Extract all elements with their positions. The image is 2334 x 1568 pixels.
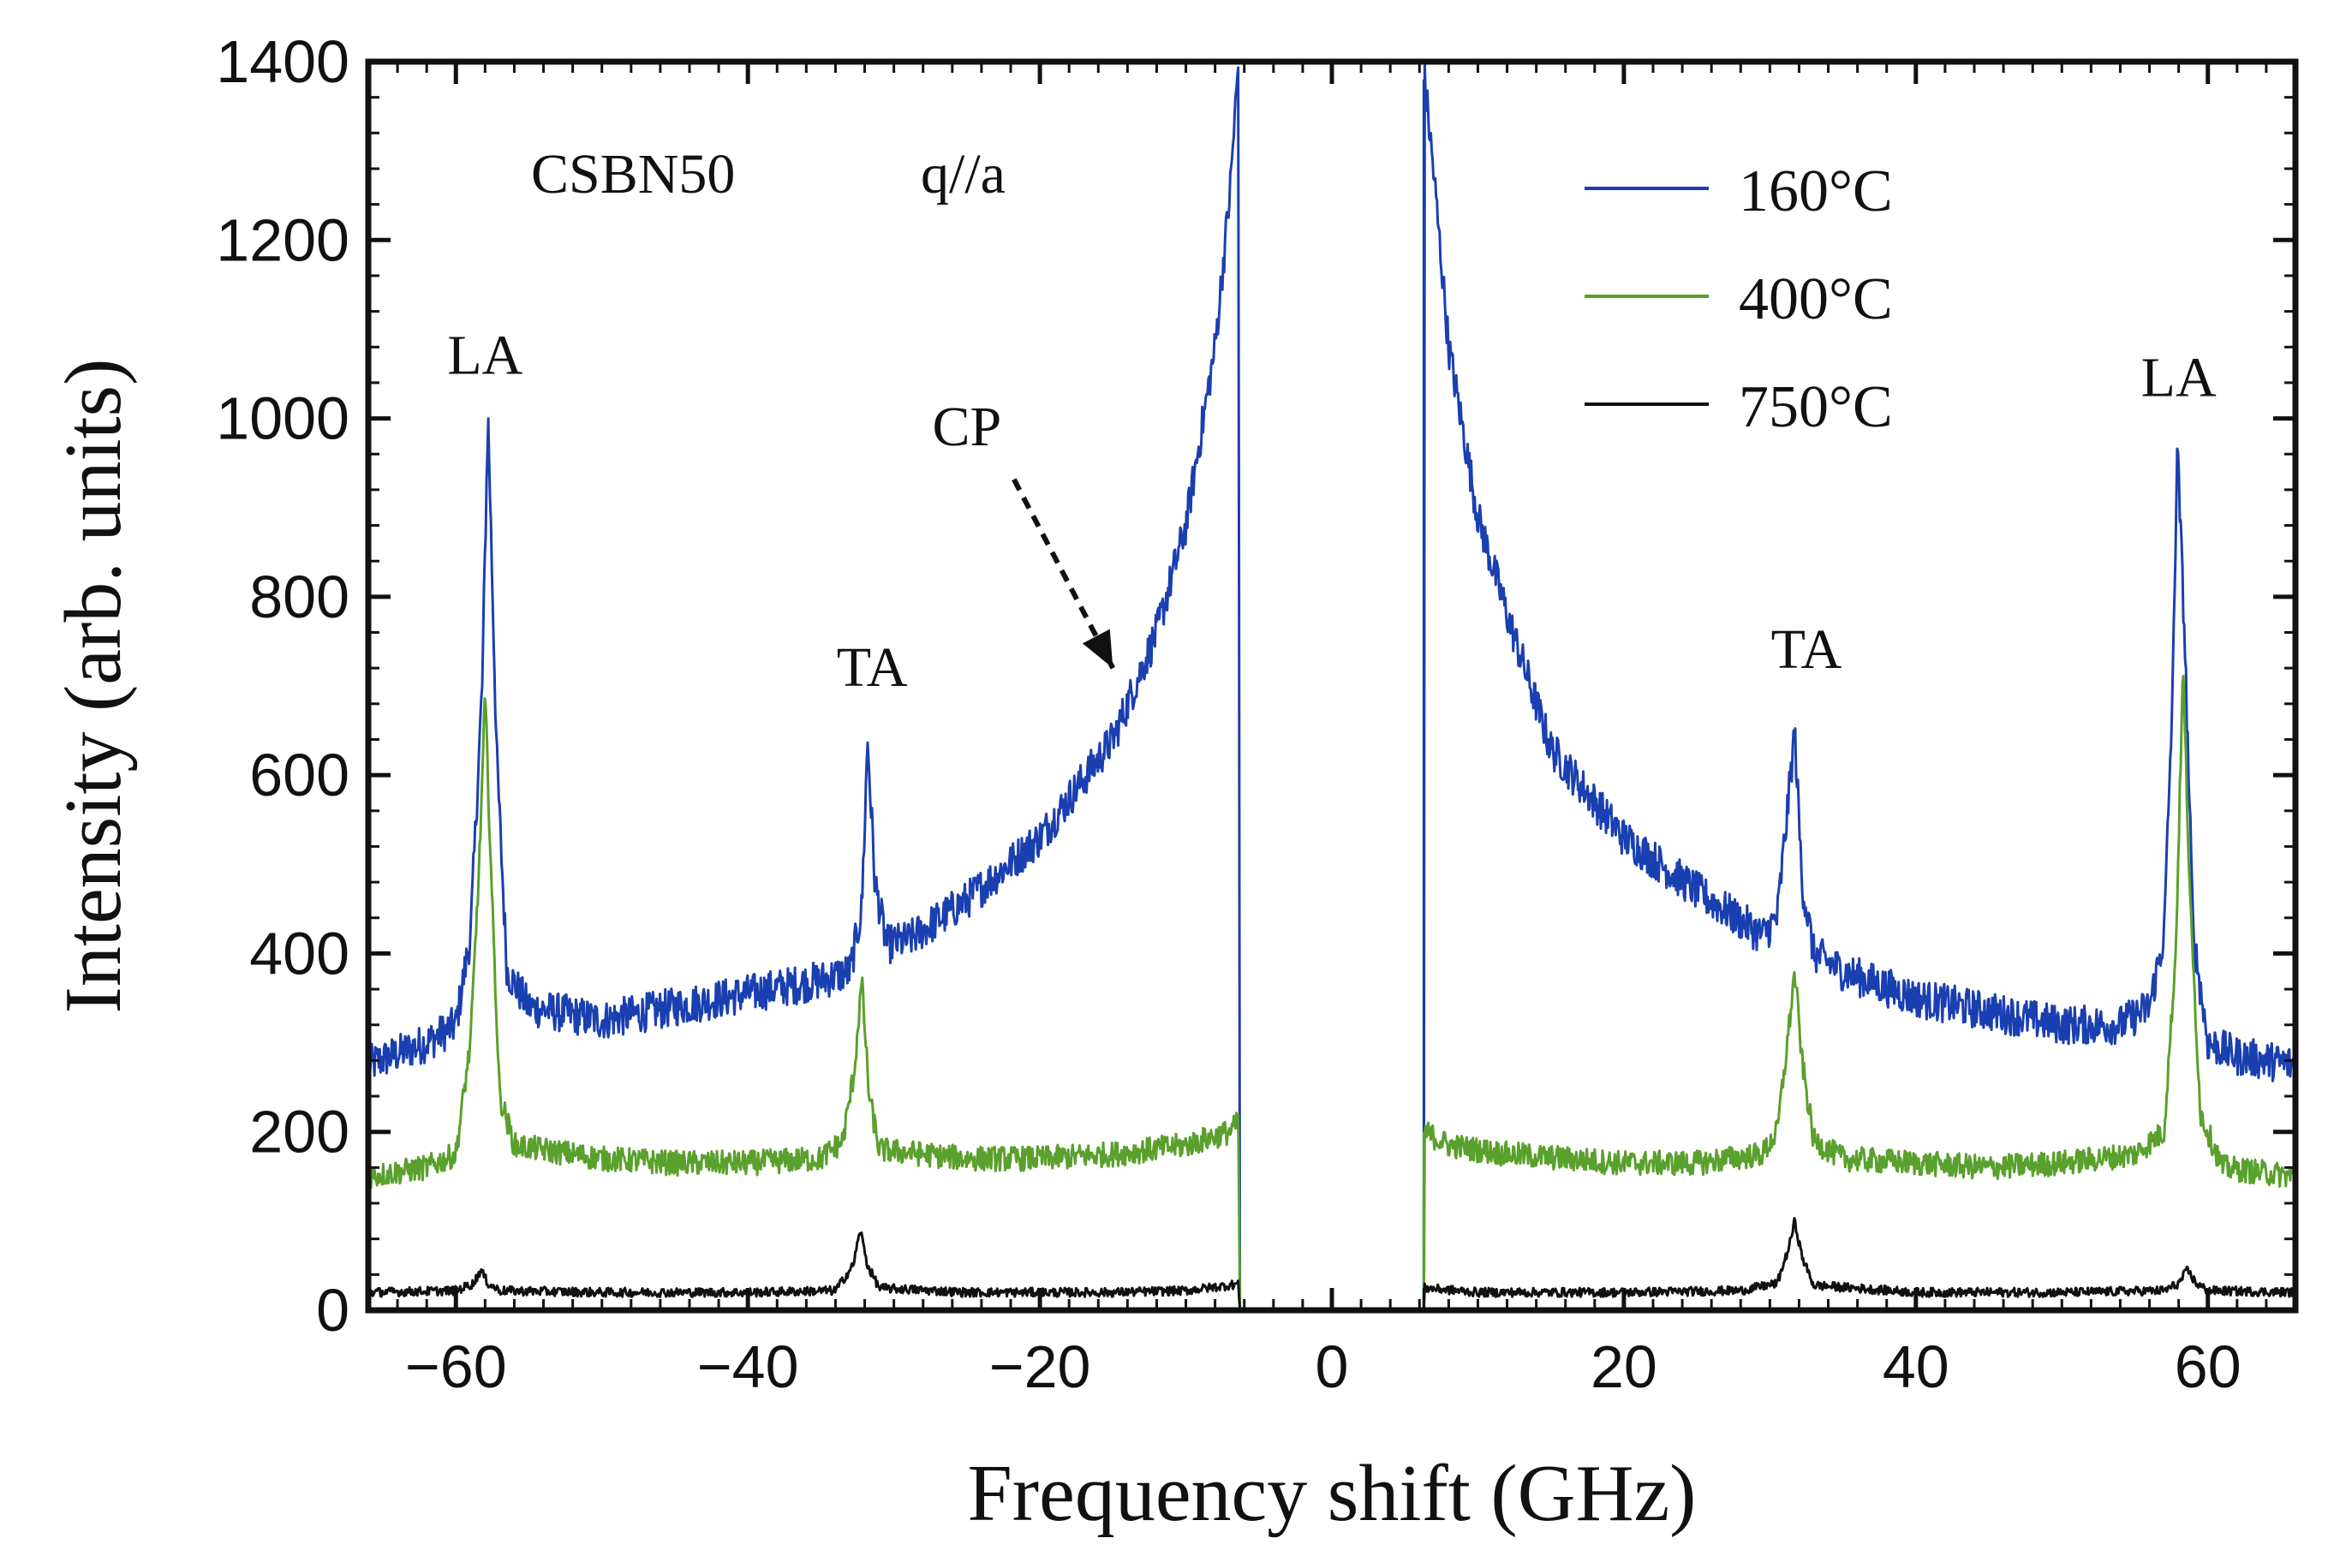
legend-label-3: 750°C — [1739, 374, 1893, 440]
sample-name-label: CSBN50 — [531, 143, 735, 206]
y-tick-label: 1000 — [216, 385, 349, 452]
series-line-2 — [367, 674, 2297, 1311]
y-tick-label: 1400 — [216, 28, 349, 95]
series-line-3 — [367, 1217, 2297, 1311]
peak-label-la: LA — [447, 325, 522, 387]
x-tick-label: −20 — [989, 1333, 1091, 1400]
y-tick-label: 800 — [249, 563, 349, 630]
legend: 160°C 400°C 750°C — [1585, 158, 1893, 440]
peak-label-ta: TA — [837, 636, 908, 699]
ticks — [368, 59, 2295, 1313]
y-tick-label: 400 — [249, 920, 349, 987]
series-line-1 — [367, 63, 2297, 1311]
x-tick-labels: −60 −40 −20 0 20 40 60 — [405, 1333, 2241, 1400]
x-tick-label: 40 — [1883, 1333, 1949, 1400]
y-tick-label: 200 — [249, 1099, 349, 1166]
peak-label-la: LA — [2141, 347, 2217, 409]
y-tick-labels: 0 200 400 600 800 1000 1200 1400 — [216, 28, 349, 1344]
x-axis-title: Frequency shift (GHz) — [968, 1449, 1697, 1538]
legend-label-1: 160°C — [1739, 158, 1893, 224]
plot-frame — [365, 58, 2299, 1314]
y-axis-title: Intensity (arb. units) — [49, 359, 138, 1014]
x-tick-label: −60 — [405, 1333, 507, 1400]
annotations: LA TA CP TA LA — [447, 325, 2217, 700]
y-tick-label: 0 — [316, 1277, 349, 1344]
y-tick-label: 1200 — [216, 206, 349, 273]
y-tick-label: 600 — [249, 742, 349, 808]
legend-label-2: 400°C — [1739, 266, 1893, 332]
peak-label-cp: CP — [932, 396, 1001, 458]
peak-label-ta: TA — [1771, 618, 1842, 681]
cp-arrow-head — [1082, 629, 1113, 669]
geometry-label: q//a — [921, 143, 1006, 206]
x-tick-label: 20 — [1591, 1333, 1657, 1400]
cp-arrow-shaft — [1012, 478, 1115, 670]
x-tick-label: 60 — [2175, 1333, 2241, 1400]
x-tick-label: −40 — [697, 1333, 799, 1400]
x-tick-label: 0 — [1316, 1333, 1349, 1400]
plot-lines — [367, 63, 2297, 1311]
